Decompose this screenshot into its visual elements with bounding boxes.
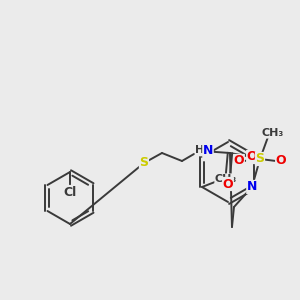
Text: N: N [203,145,213,158]
Text: Cl: Cl [63,185,76,199]
Text: H: H [195,145,205,155]
Text: O: O [234,154,244,167]
Text: S: S [256,152,265,166]
Text: O: O [276,154,286,167]
Text: CH₃: CH₃ [215,174,237,184]
Text: CH₃: CH₃ [262,128,284,138]
Text: O: O [223,178,233,190]
Text: N: N [247,181,257,194]
Text: S: S [140,157,148,169]
Text: O: O [247,151,257,164]
